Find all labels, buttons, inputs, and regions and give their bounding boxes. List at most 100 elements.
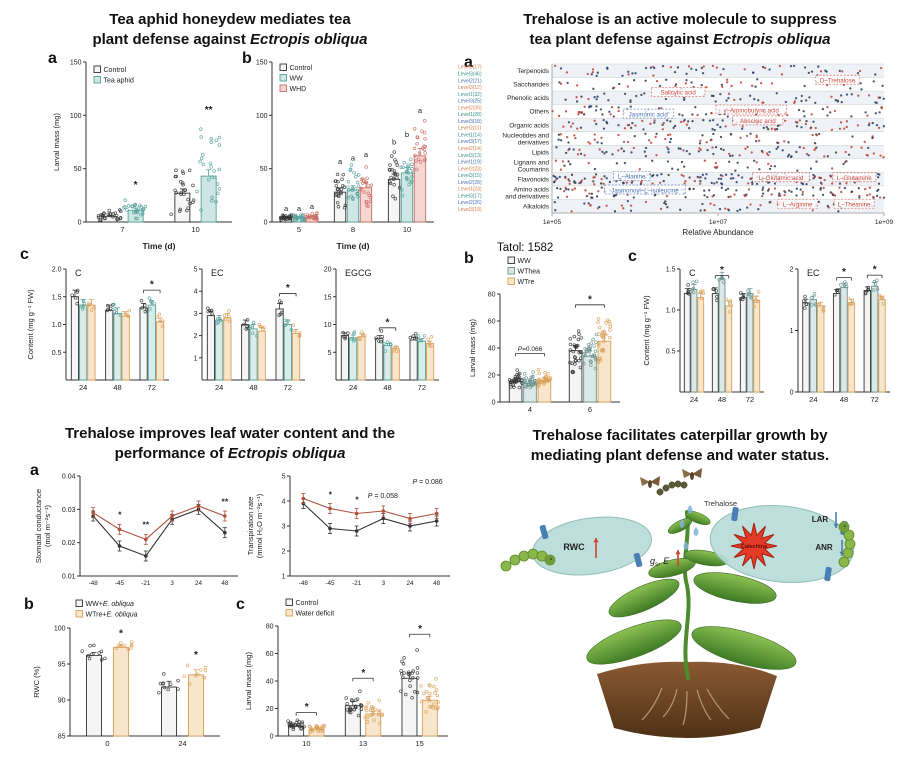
svg-text:Level2(30): Level2(30) [458,105,482,111]
svg-text:2.0: 2.0 [52,267,62,274]
svg-text:*: * [842,267,846,278]
svg-text:*: * [328,489,332,499]
svg-text:Level3(19): Level3(19) [458,207,482,213]
svg-text:L–Theanine: L–Theanine [838,201,871,208]
svg-text:Level3(25): Level3(25) [458,99,482,105]
svg-text:L–Alanine: L–Alanine [618,174,646,181]
svg-text:0.02: 0.02 [62,540,76,547]
svg-text:50: 50 [260,166,268,173]
svg-text:a: a [284,204,289,213]
chart-catechin-c-svg: 0.5 1.0 1.5 2.0 Content (mg g⁻¹ FW) C 24 48 72 * [26,267,169,392]
svg-text:72: 72 [284,383,292,392]
svg-text:1.0: 1.0 [666,308,676,315]
svg-text:Content (mg g⁻¹ FW): Content (mg g⁻¹ FW) [642,295,651,366]
svg-text:10: 10 [191,225,199,234]
svg-text:72: 72 [148,383,156,392]
chart-catechin-ec: 1 2 3 4 5 EC 24 48 72 * [174,256,308,405]
svg-text:WTre: WTre [518,279,535,286]
svg-text:*: * [588,294,592,305]
svg-text:ANR: ANR [815,543,833,552]
svg-text:Level1(32): Level1(32) [458,92,482,98]
svg-text:1e+05: 1e+05 [543,219,562,226]
svg-text:0: 0 [790,390,794,397]
svg-text:100: 100 [54,626,66,633]
svg-text:*: * [873,265,877,276]
chart-content-ec: 0 1 2 EC 24 48 72 * * [772,256,894,413]
svg-text:Stomatal conductance: Stomatal conductance [34,489,43,563]
tl-label-b: b [242,50,252,67]
bl-label-b: b [24,596,34,613]
svg-text:a: a [418,106,423,115]
svg-text:1: 1 [282,574,286,581]
svg-text:3: 3 [282,524,286,531]
svg-text:Level1(19): Level1(19) [458,160,482,166]
chart-larval-mass-trehalose-svg: 0 20 40 60 80 Larval mass (mg) 4 6 P=0.066 * WW WTh… [468,256,620,414]
svg-text:b: b [392,138,396,147]
svg-text:0: 0 [492,400,496,407]
svg-text:1.0: 1.0 [52,322,62,329]
svg-text:3: 3 [170,580,174,587]
svg-text:24: 24 [215,383,223,392]
svg-text:*: * [286,283,290,294]
svg-text:P = 0.058: P = 0.058 [368,493,398,500]
svg-text:72: 72 [870,395,878,404]
chart-content-c-svg: 0.5 1.0 1.5 Content (mg g⁻¹ FW) C 24 48 72 * [642,265,764,404]
svg-text:85: 85 [58,734,66,741]
svg-text:24: 24 [349,383,357,392]
svg-text:*: * [304,702,309,713]
svg-text:Time (d): Time (d) [143,241,176,251]
svg-text:Control: Control [104,67,127,74]
svg-text:Alkaloids: Alkaloids [523,204,550,211]
svg-text:-45: -45 [325,580,335,587]
svg-text:4: 4 [194,289,198,296]
svg-text:Time (d): Time (d) [337,241,370,251]
svg-text:48: 48 [249,383,257,392]
svg-text:90: 90 [58,698,66,705]
svg-text:40: 40 [488,346,496,353]
svg-text:Level3(13): Level3(13) [458,153,482,159]
chart-catechin-ec-svg: 1 2 3 4 5 EC 24 48 72 * [194,267,305,392]
svg-text:and derivatives: and derivatives [505,193,549,200]
svg-text:Nucleotides and: Nucleotides and [502,132,549,139]
svg-text:Level2(21): Level2(21) [458,78,482,84]
svg-text:Jasmonoyl–L–isoleucine: Jasmonoyl–L–isoleucine [611,187,679,194]
chart-larval-mass-water-deficit: 0 20 40 60 80 Larval mass (mg) 10 13 15 * * * Contro… [242,598,456,759]
chart-metabolite-scatter-svg: Terpenoids Saccharides Phenolic acids Other… [458,63,894,237]
svg-text:Terpenoids: Terpenoids [517,68,550,75]
svg-text:Lipids: Lipids [532,149,550,156]
chart-content-ec-svg: 0 1 2 EC 24 48 72 * * [790,265,890,404]
svg-text:**: ** [222,496,229,506]
svg-text:Level3(17): Level3(17) [458,139,482,145]
svg-text:EGCG: EGCG [345,268,372,278]
chart-larval-mass-trehalose: 0 20 40 60 80 Larval mass (mg) 4 6 P=0.066 * WW WTh… [466,254,626,423]
svg-text:a: a [351,154,356,163]
svg-text:Jasmonic acid: Jasmonic acid [629,111,669,118]
svg-text:15: 15 [415,739,423,748]
svg-text:Salicylic acid: Salicylic acid [660,90,696,97]
svg-text:20: 20 [488,373,496,380]
svg-text:Level2(17): Level2(17) [458,65,482,71]
svg-text:*: * [119,629,123,640]
svg-text:0: 0 [270,734,274,741]
svg-text:150: 150 [70,60,82,67]
svg-text:*: * [194,650,198,661]
svg-text:Level2(11): Level2(11) [458,126,482,132]
svg-text:RWC: RWC [563,542,585,552]
tr-label-a: a [464,54,473,71]
svg-text:48: 48 [383,383,391,392]
svg-text:P = 0.086: P = 0.086 [413,479,443,486]
svg-text:1.5: 1.5 [52,294,62,301]
svg-text:Level1(14): Level1(14) [458,132,482,138]
svg-text:Lignans and: Lignans and [514,159,550,166]
bl-label-a: a [30,462,39,479]
svg-text:15: 15 [324,294,332,301]
svg-text:*: * [720,265,724,276]
svg-text:-48: -48 [299,580,309,587]
svg-text:0.03: 0.03 [62,507,76,514]
svg-text:WW: WW [518,258,532,265]
svg-text:Level3(18): Level3(18) [458,119,482,125]
svg-text:Larval mass (mg): Larval mass (mg) [244,652,253,710]
svg-text:WW+E. obliqua: WW+E. obliqua [86,601,135,608]
svg-text:24: 24 [195,580,203,587]
